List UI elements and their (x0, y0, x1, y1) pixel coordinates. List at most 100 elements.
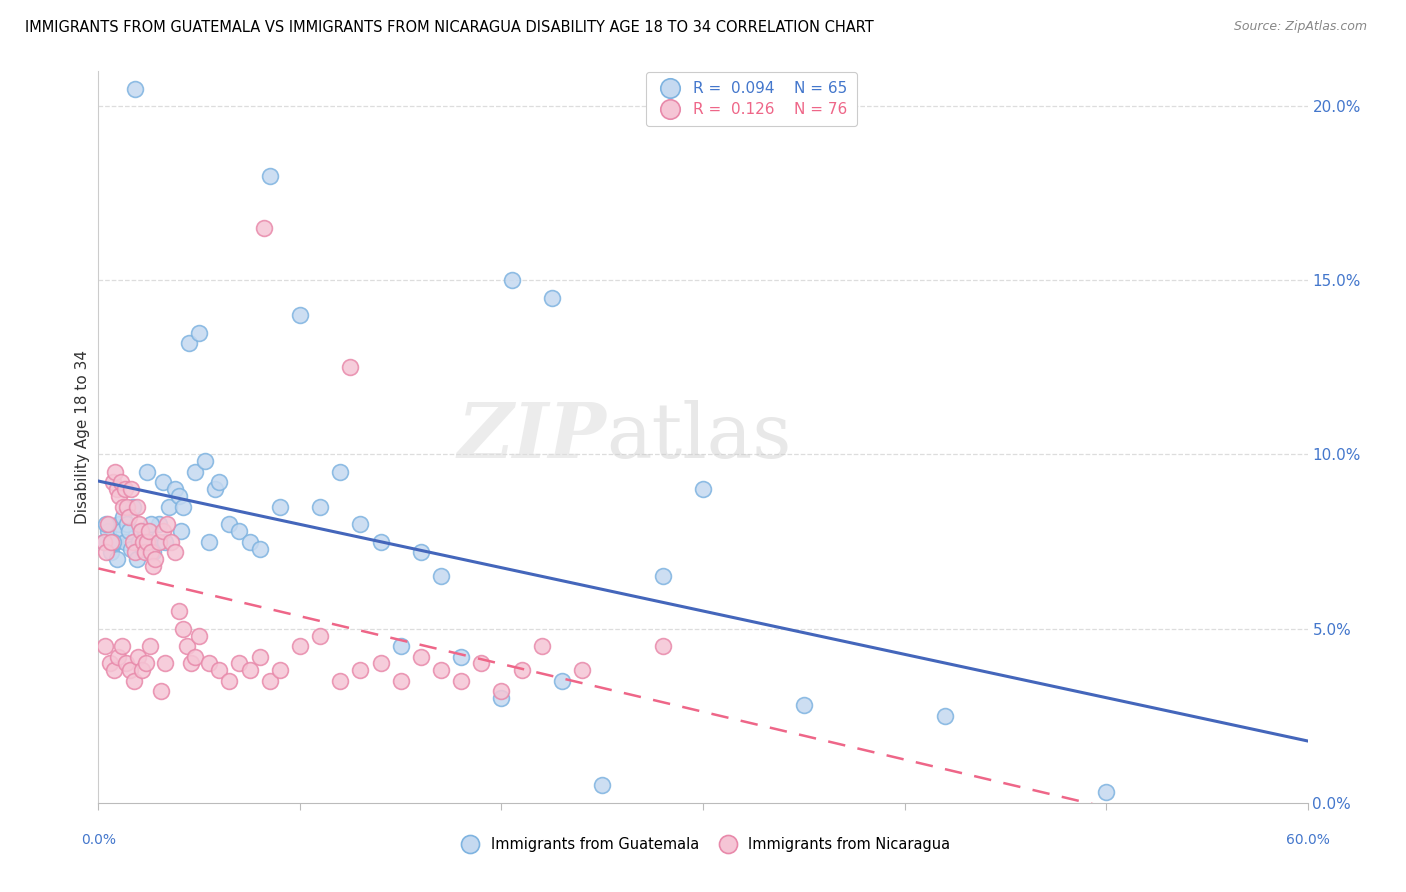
Point (651, 569, 673, 583)
Point (170, 524, 193, 538)
Point (121, 500, 143, 514)
Point (239, 664, 262, 678)
Point (103, 534, 125, 549)
Point (93, 534, 115, 549)
Point (107, 649, 129, 664)
Point (591, 778, 613, 792)
Text: ZIP: ZIP (457, 401, 606, 474)
Point (127, 649, 149, 664)
Point (450, 673, 472, 688)
Point (94, 639, 117, 653)
Point (370, 657, 392, 671)
Y-axis label: Disability Age 18 to 34: Disability Age 18 to 34 (75, 350, 90, 524)
Point (96, 517, 118, 532)
Point (269, 500, 291, 514)
Point (100, 534, 122, 549)
Point (450, 649, 472, 664)
Point (288, 639, 311, 653)
Point (142, 558, 165, 573)
Point (259, 673, 281, 688)
Point (103, 465, 125, 479)
Point (101, 475, 124, 490)
Point (142, 545, 165, 559)
Point (208, 664, 231, 678)
Point (107, 517, 129, 532)
Point (288, 308, 311, 322)
Point (114, 657, 136, 671)
Point (349, 517, 371, 532)
Point (692, 483, 714, 497)
Point (134, 524, 156, 538)
Point (339, 360, 361, 375)
Point (135, 465, 157, 479)
Point (180, 657, 202, 671)
Point (188, 629, 211, 643)
Point (128, 534, 150, 549)
Point (1095, 785, 1118, 799)
Point (152, 524, 174, 538)
Point (128, 517, 150, 532)
Point (156, 517, 179, 532)
Point (122, 673, 145, 688)
Point (389, 673, 412, 688)
Point (571, 664, 593, 678)
Point (501, 273, 523, 287)
Point (172, 500, 194, 514)
Point (118, 524, 141, 538)
Point (430, 569, 453, 583)
Point (107, 489, 129, 503)
Point (138, 524, 160, 538)
Point (98, 657, 121, 671)
Point (198, 657, 221, 671)
Point (120, 541, 142, 556)
Point (93, 534, 115, 549)
Point (118, 664, 141, 678)
Point (249, 541, 271, 556)
Point (309, 629, 332, 643)
Point (167, 489, 190, 503)
Point (149, 684, 172, 698)
Point (208, 475, 231, 490)
Point (389, 639, 412, 653)
Point (101, 534, 124, 549)
Point (97, 517, 120, 532)
Point (152, 475, 174, 490)
Point (97, 524, 120, 538)
Point (157, 500, 180, 514)
Point (110, 639, 132, 653)
Point (204, 483, 226, 497)
Point (115, 517, 138, 532)
Point (163, 545, 186, 559)
Point (194, 454, 217, 468)
Point (172, 622, 194, 636)
Legend: Immigrants from Guatemala, Immigrants from Nicaragua: Immigrants from Guatemala, Immigrants fr… (450, 831, 956, 858)
Point (129, 524, 152, 538)
Point (793, 698, 815, 713)
Point (176, 639, 198, 653)
Point (111, 510, 134, 524)
Point (228, 657, 250, 671)
Point (120, 483, 142, 497)
Point (239, 534, 262, 549)
Point (540, 291, 562, 305)
Text: atlas: atlas (606, 401, 792, 474)
Point (510, 664, 533, 678)
Point (651, 639, 673, 653)
Point (228, 524, 250, 538)
Text: 60.0%: 60.0% (1285, 833, 1330, 847)
Point (409, 545, 432, 559)
Point (218, 517, 240, 532)
Point (253, 221, 276, 235)
Point (934, 708, 956, 723)
Point (114, 534, 136, 549)
Point (129, 524, 152, 538)
Point (124, 545, 146, 559)
Point (132, 541, 155, 556)
Point (430, 664, 453, 678)
Text: Source: ZipAtlas.com: Source: ZipAtlas.com (1233, 20, 1367, 33)
Point (409, 649, 432, 664)
Point (125, 552, 148, 566)
Point (370, 534, 392, 549)
Point (309, 500, 332, 514)
Point (269, 664, 291, 678)
